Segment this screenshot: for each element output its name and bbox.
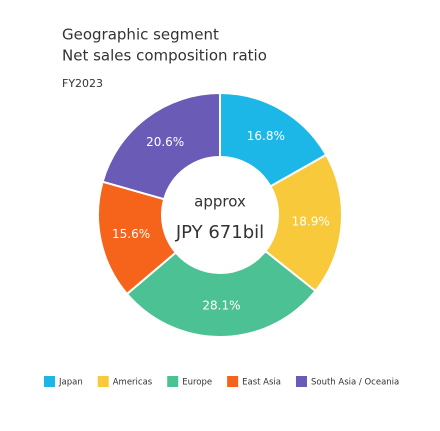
chart-subtitle: Net sales composition ratio bbox=[62, 47, 267, 65]
legend-label: Japan bbox=[58, 378, 83, 388]
center-text: approx bbox=[194, 193, 246, 211]
legend-label: East Asia bbox=[242, 378, 281, 388]
legend-swatch bbox=[44, 376, 55, 387]
donut-segment bbox=[101, 91, 221, 201]
legend-swatch bbox=[167, 376, 179, 387]
legend-swatch bbox=[227, 376, 239, 387]
data-label: 15.6% bbox=[112, 227, 150, 241]
data-label: 18.9% bbox=[292, 215, 330, 229]
legend-swatch bbox=[295, 376, 307, 387]
donut-segment bbox=[263, 153, 343, 293]
center-text: JPY 671bil bbox=[175, 222, 264, 243]
legend-label: Europe bbox=[182, 378, 212, 388]
data-label: 20.6% bbox=[146, 135, 184, 149]
data-label: 16.8% bbox=[247, 129, 285, 143]
chart-title: Geographic segment bbox=[62, 26, 219, 44]
legend-label: Americas bbox=[113, 378, 153, 388]
data-label: 28.1% bbox=[202, 298, 240, 312]
donut-segment bbox=[125, 249, 317, 338]
legend-swatch bbox=[97, 376, 109, 387]
legend-label: South Asia / Oceania bbox=[311, 378, 399, 388]
period-label: FY2023 bbox=[62, 77, 103, 90]
